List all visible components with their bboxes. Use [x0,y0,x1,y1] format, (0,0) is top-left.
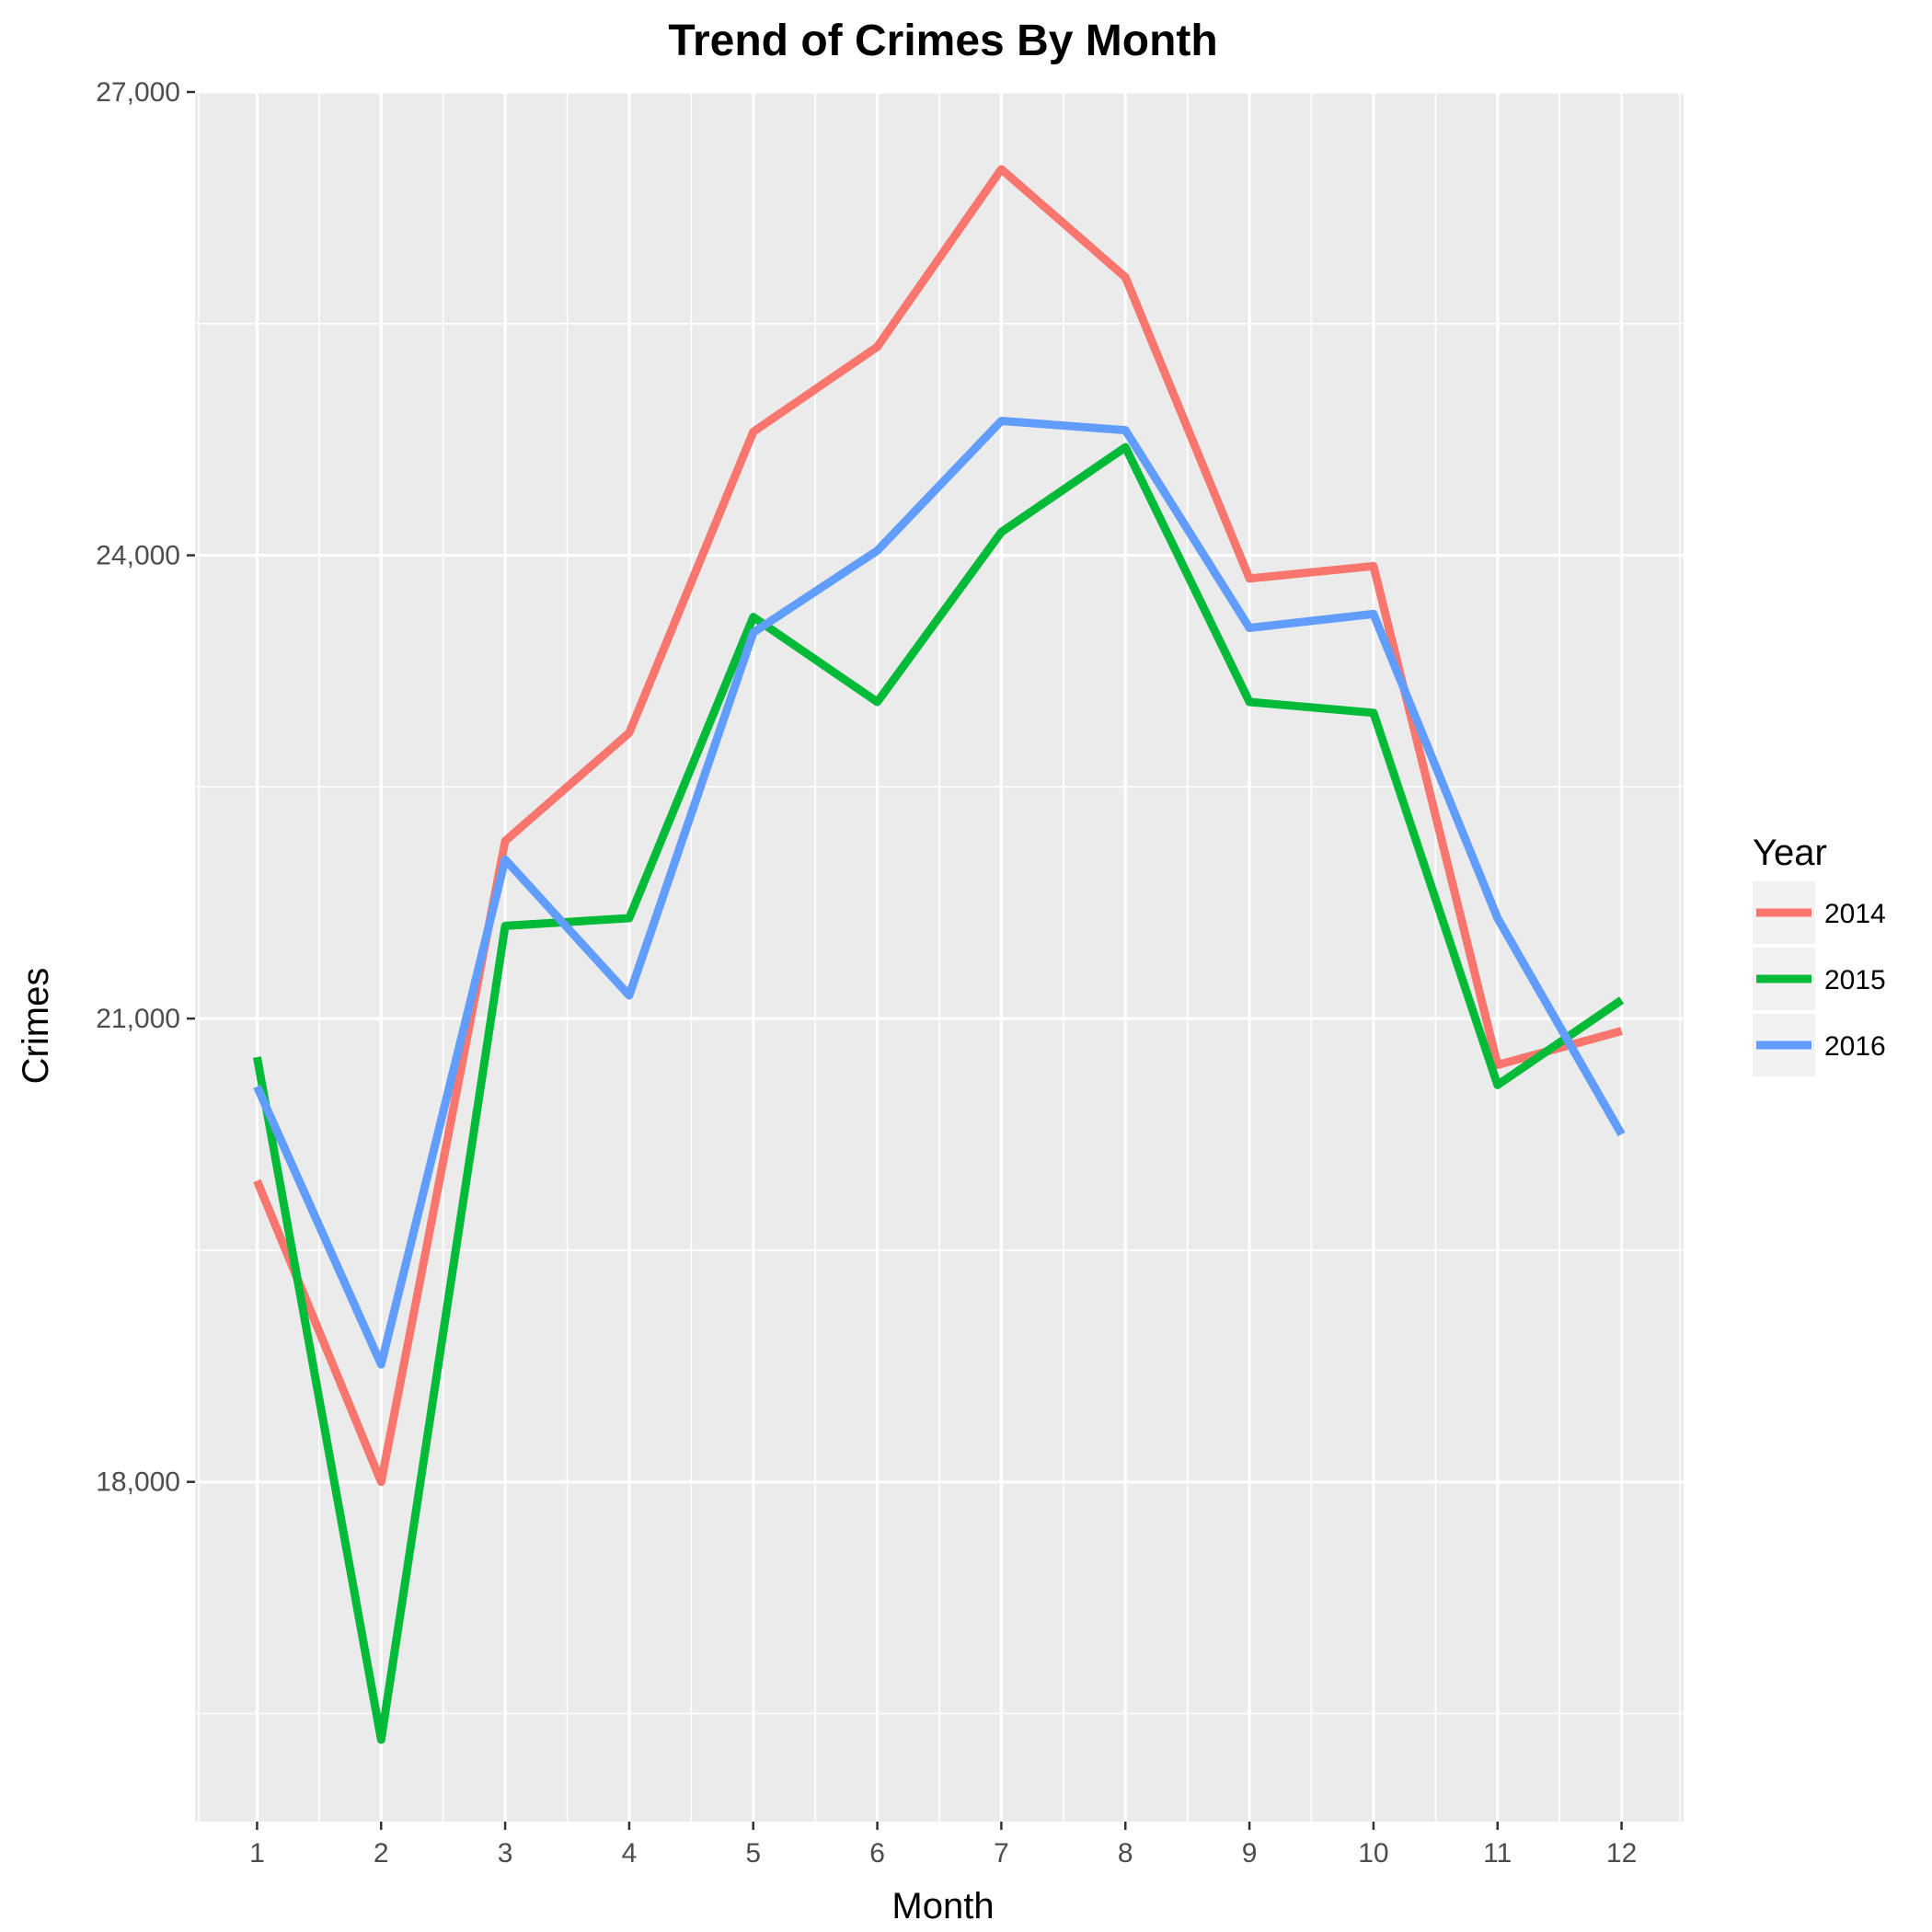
legend-item-2016: 2016 [1753,1014,1886,1076]
legend-label: 2016 [1824,1031,1886,1062]
legend-label: 2015 [1824,965,1886,995]
series-line-2015 [252,443,1625,1744]
x-tick-label: 6 [869,1838,885,1869]
y-tick-label: 24,000 [96,541,180,571]
x-tick-label: 10 [1358,1838,1388,1869]
legend-item-2015: 2015 [1753,948,1886,1010]
plot-panel [195,90,1684,1822]
legend-item-2014: 2014 [1753,881,1886,944]
x-tick-label: 11 [1483,1838,1512,1869]
y-axis: 18,000 21,000 24,000 27,000 [96,77,195,1498]
x-tick-label: 9 [1242,1838,1258,1869]
legend-label: 2014 [1824,899,1886,929]
x-tick-label: 5 [745,1838,761,1869]
x-tick-label: 12 [1606,1838,1637,1869]
legend-title: Year [1753,833,1827,873]
x-axis: 1 2 3 4 5 6 7 8 9 10 11 12 [249,1822,1637,1869]
x-tick-label: 7 [994,1838,1009,1869]
series-line-2016 [253,417,1626,1369]
x-tick-label: 4 [622,1838,638,1869]
y-axis-title: Crimes [16,968,56,1085]
chart-title: Trend of Crimes By Month [668,17,1217,65]
x-tick-label: 2 [374,1838,389,1869]
x-tick-label: 3 [498,1838,513,1869]
x-tick-label: 1 [249,1838,265,1869]
x-axis-title: Month [891,1886,994,1926]
x-tick-label: 8 [1118,1838,1133,1869]
series-layer [252,165,1626,1744]
y-tick-label: 27,000 [96,77,180,108]
y-tick-label: 21,000 [96,1004,180,1034]
legend: Year 2014 2015 2016 [1753,833,1886,1076]
y-tick-label: 18,000 [96,1467,180,1498]
